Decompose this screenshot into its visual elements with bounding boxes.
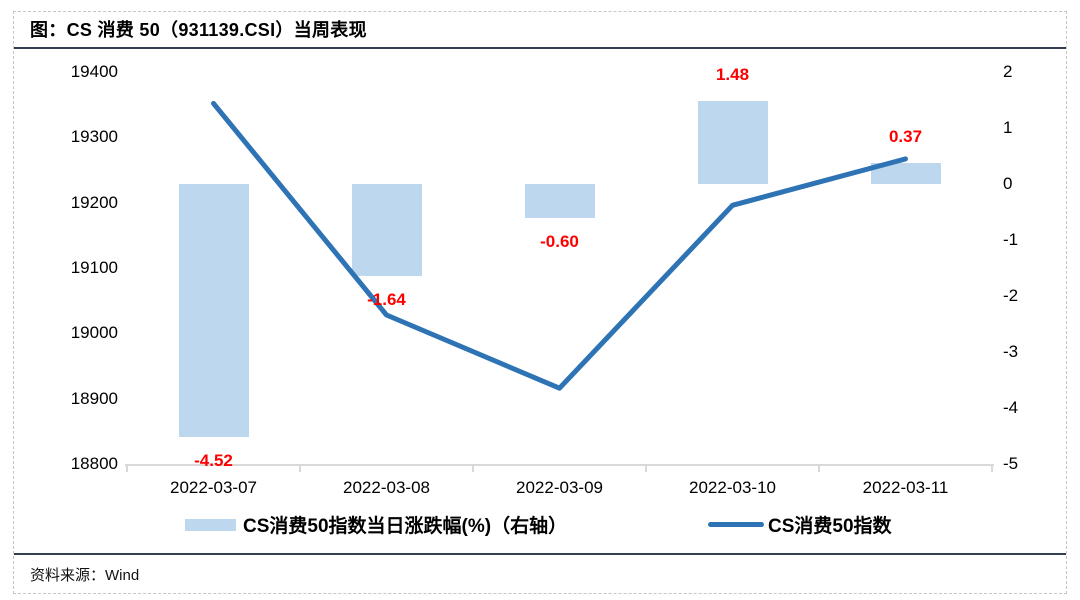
right-axis-tick-label: -5: [1003, 454, 1019, 473]
chart-title: 图：CS 消费 50（931139.CSI）当周表现: [30, 20, 367, 40]
right-axis-tick-label: -3: [1003, 342, 1019, 361]
bar-data-label: -1.64: [367, 289, 406, 309]
right-axis-tick-label: -2: [1003, 286, 1019, 305]
left-axis-tick-label: 19100: [70, 258, 118, 277]
x-axis-category-label: 2022-03-09: [516, 478, 603, 497]
x-axis-tick: [126, 464, 128, 472]
right-axis-tick-label: -4: [1003, 398, 1019, 417]
legend-item-bar: CS消费50指数当日涨跌幅(%)（右轴）: [185, 511, 567, 538]
left-axis-tick-label: 19200: [70, 192, 118, 212]
bar-data-label: -0.60: [540, 231, 579, 251]
bar-legend-swatch: [185, 518, 236, 531]
x-axis-line: [125, 464, 994, 466]
bar-data-label: -4.52: [194, 451, 233, 471]
x-axis-tick: [645, 464, 647, 472]
left-axis-tick-label: 19000: [70, 323, 118, 343]
right-axis-tick-label: -1: [1003, 230, 1019, 249]
x-axis-tick: [299, 464, 301, 472]
source-note: 资料来源：Wind: [30, 564, 139, 585]
right-axis-tick-label: 0: [1003, 174, 1013, 193]
bar-legend-label: CS消费50指数当日涨跌幅(%)（右轴）: [243, 516, 568, 537]
right-axis-tick-label: 1: [1003, 118, 1013, 137]
bar-data-label: 0.37: [888, 127, 923, 147]
left-axis-tick-label: 19300: [70, 127, 118, 147]
x-axis-category-label: 2022-03-11: [862, 478, 949, 497]
source-value: Wind: [105, 567, 140, 584]
left-axis-tick-label: 19400: [70, 62, 118, 81]
legend-item-line: CS消费50指数: [708, 511, 892, 538]
right-axis-tick-label: 2: [1003, 62, 1013, 81]
x-axis-category-label: 2022-03-07: [170, 478, 257, 497]
x-axis-tick: [991, 464, 993, 472]
left-axis-tick-label: 18800: [70, 454, 118, 473]
source-label: 资料来源：: [30, 567, 106, 584]
footer-separator: [14, 553, 1066, 555]
x-axis-category-label: 2022-03-08: [343, 478, 430, 497]
bar-data-label: 1.48: [715, 65, 750, 85]
line-legend-label: CS消费50指数: [768, 516, 892, 537]
x-axis-category-label: 2022-03-10: [689, 478, 776, 497]
page-border: [13, 11, 1067, 594]
line-legend-swatch: [708, 522, 764, 527]
x-axis-tick: [818, 464, 820, 472]
left-axis-tick-label: 18900: [70, 388, 118, 408]
x-axis-tick: [472, 464, 474, 472]
title-separator: [14, 47, 1066, 49]
